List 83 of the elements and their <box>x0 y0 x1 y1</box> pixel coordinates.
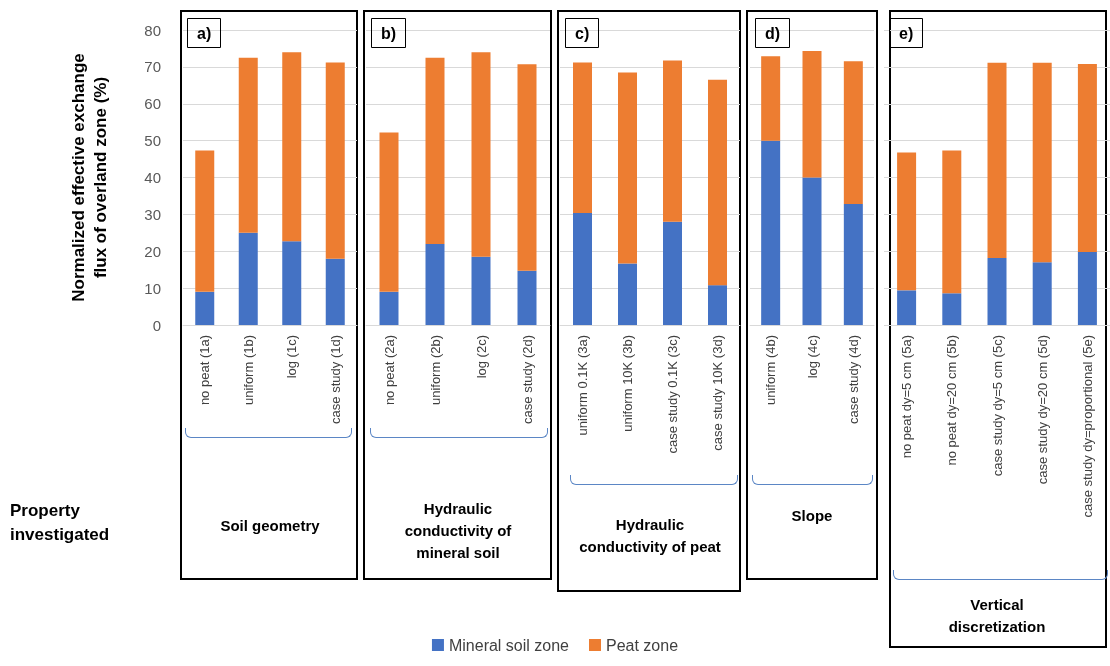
x-tick-label: case study (2d) <box>519 335 535 424</box>
bar <box>325 62 345 259</box>
bar <box>282 52 302 242</box>
x-tick-label: no peat (2a) <box>381 335 397 406</box>
x-tick-label: uniform (4b) <box>763 335 779 406</box>
x-tick-label: case study dy=proportional (5e) <box>1079 335 1095 518</box>
chart-title: d) <box>765 24 781 42</box>
x-tick-label: log (4c) <box>804 335 820 379</box>
chart-title: e) <box>899 24 914 42</box>
bar <box>573 212 592 325</box>
x-tick-label: uniform 10K (3b) <box>620 335 635 432</box>
bar <box>987 62 1007 258</box>
y-tick-label: 10 <box>144 279 161 297</box>
bar <box>802 177 822 325</box>
bar <box>238 57 258 233</box>
bar <box>897 290 917 325</box>
bar <box>618 72 637 264</box>
bar <box>897 152 917 291</box>
x-tick-label: case study (4d) <box>845 335 861 424</box>
chart-title: b) <box>381 24 397 42</box>
bar <box>282 241 302 325</box>
bar <box>663 60 682 222</box>
x-tick-label: case study (1d) <box>327 335 343 424</box>
bar <box>942 150 962 294</box>
x-axis-title: Vertical discretization <box>948 595 1046 635</box>
bar <box>379 132 399 292</box>
y-tick-label: 20 <box>144 242 161 260</box>
bar <box>517 64 537 271</box>
x-tick-label: no peat dy=5 cm (5a) <box>899 335 915 459</box>
x-tick-label: case study dy=20 cm (5d) <box>1034 335 1050 485</box>
y-axis-title: Normalized effective exchange flux of overland zone (%) <box>68 53 110 302</box>
legend-label: Peat zone <box>606 636 679 654</box>
x-tick-label: uniform (1b) <box>240 335 256 406</box>
bar <box>573 62 592 213</box>
bar <box>195 150 215 292</box>
x-tick-label: case study 0.1K (3c) <box>665 335 680 454</box>
bar <box>663 221 682 325</box>
x-tick-label: no peat dy=20 cm (5b) <box>944 335 960 466</box>
bar <box>425 243 445 325</box>
x-axis-title: Slope <box>791 506 833 524</box>
chart-title: a) <box>197 24 212 42</box>
bar <box>325 258 345 325</box>
y-tick-label: 0 <box>152 316 161 334</box>
bar <box>238 232 258 325</box>
legend-label: Mineral soil zone <box>448 636 570 654</box>
bar <box>987 257 1007 325</box>
bar <box>802 51 822 178</box>
bar <box>517 270 537 325</box>
bar <box>761 56 781 141</box>
x-tick-label: uniform 0.1K (3a) <box>575 335 590 436</box>
bar <box>471 256 491 325</box>
x-tick-label: log (1c) <box>284 335 300 379</box>
bar <box>1077 251 1097 325</box>
x-axis-title: Hydraulic conductivity of peat <box>579 515 721 555</box>
text: Property investigated <box>10 500 110 544</box>
x-tick-label: uniform (2b) <box>427 335 443 406</box>
bar <box>195 291 215 325</box>
bar <box>708 79 727 286</box>
bar <box>761 140 781 325</box>
bar <box>1032 62 1052 263</box>
bar <box>618 263 637 325</box>
x-tick-label: case study 10K (3d) <box>710 335 725 451</box>
chart-title: c) <box>575 24 590 42</box>
bar <box>843 204 863 325</box>
y-tick-label: 50 <box>144 132 161 150</box>
bar <box>379 291 399 325</box>
bar <box>843 61 863 205</box>
bar <box>942 293 962 325</box>
y-tick-label: 30 <box>144 205 161 223</box>
y-tick-label: 40 <box>144 169 161 186</box>
y-tick-label: 70 <box>144 58 161 76</box>
x-axis-title: Hydraulic conductivity of mineral soil <box>404 499 513 561</box>
bar <box>1032 262 1052 325</box>
bar <box>1077 63 1097 252</box>
y-tick-label: 80 <box>144 21 161 39</box>
bar <box>425 57 445 244</box>
bar <box>471 52 491 257</box>
bar <box>708 285 727 325</box>
x-tick-label: case study dy=5 cm (5c) <box>989 335 1005 477</box>
x-tick-label: no peat (1a) <box>197 335 213 406</box>
y-tick-label: 60 <box>144 95 161 113</box>
x-tick-label: log (2c) <box>473 335 489 379</box>
x-axis-title: Soil geometry <box>220 516 321 534</box>
